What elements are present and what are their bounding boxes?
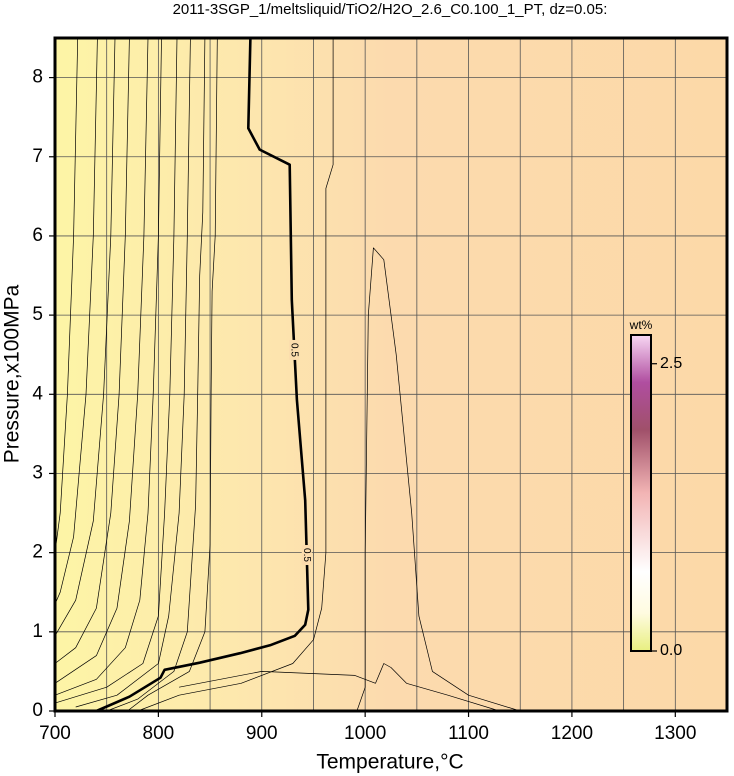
y-tick-label: 3 <box>32 462 43 483</box>
contour-label-bg <box>289 339 300 360</box>
colorbar <box>630 334 652 652</box>
y-tick-label: 7 <box>32 146 43 167</box>
x-tick-label: 1200 <box>551 723 593 744</box>
contour-line <box>54 37 130 664</box>
contour-line <box>137 38 334 712</box>
contour-line <box>106 37 206 712</box>
contour-line <box>54 37 149 684</box>
y-tick-label: 0 <box>32 700 43 721</box>
colorbar-label: wt% <box>629 318 653 332</box>
chart-title: 2011-3SGP_1/meltsliquid/TiO2/H2O_2.6_C0.… <box>173 1 608 18</box>
contour-line <box>127 37 218 712</box>
contour-label: 0.5 <box>289 343 300 357</box>
x-axis-label: Temperature,°C <box>316 751 463 774</box>
colorbar-tick-label: 2.5 <box>660 355 682 372</box>
contour-line <box>75 37 191 708</box>
plot-frame <box>53 36 729 713</box>
contour-line <box>54 37 162 696</box>
y-tick-label: 1 <box>32 621 43 642</box>
contour-line <box>54 37 98 605</box>
y-axis-label: Pressure,x100MPa <box>1 284 24 463</box>
contour-line <box>179 663 500 712</box>
y-tick-label: 2 <box>32 542 43 563</box>
x-tick-label: 1100 <box>448 723 489 744</box>
contour-label-bg <box>301 545 312 566</box>
plot-background <box>55 38 727 711</box>
contour-line <box>54 37 178 704</box>
contour-line <box>54 37 116 636</box>
y-tick-label: 4 <box>32 383 43 404</box>
colorbar-tick-label: 0.0 <box>660 642 682 659</box>
y-tick-label: 5 <box>32 304 43 325</box>
y-tick-label: 6 <box>32 225 43 246</box>
x-tick-label: 1000 <box>344 723 386 744</box>
x-tick-label: 1300 <box>654 723 696 744</box>
y-tick-label: 8 <box>32 67 43 88</box>
contour-line <box>54 37 79 553</box>
x-tick-label: 900 <box>246 723 278 744</box>
contour-line <box>356 247 521 712</box>
contour-label: 0.5 <box>301 548 312 562</box>
x-tick-label: 800 <box>143 723 175 744</box>
x-tick-label: 700 <box>39 723 71 744</box>
labeled-contour <box>95 37 310 713</box>
